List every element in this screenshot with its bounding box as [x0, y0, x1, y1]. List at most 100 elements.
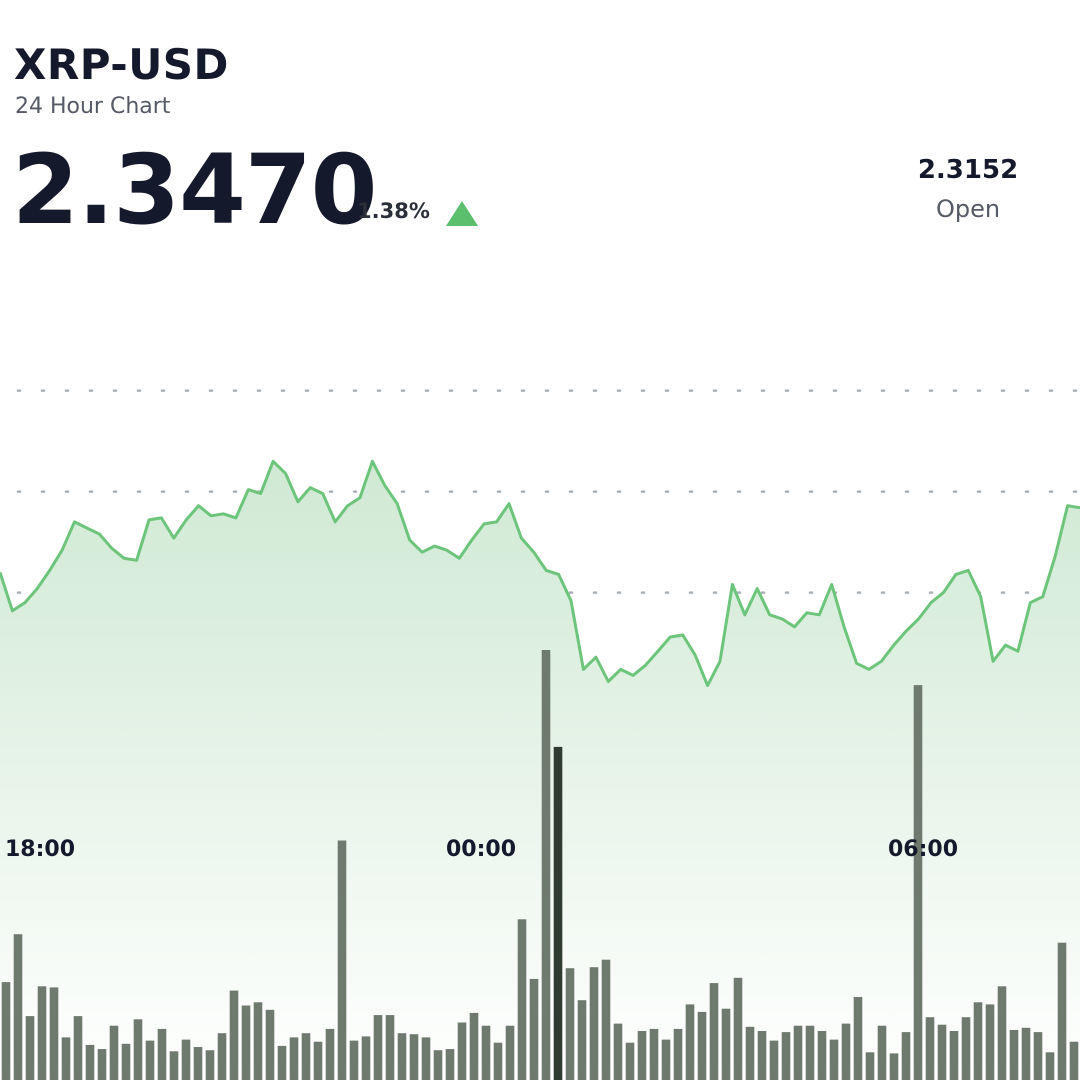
- x-tick-label: 18:00: [5, 837, 75, 862]
- volume-bar: [361, 1036, 371, 1080]
- volume-bar: [457, 1022, 467, 1080]
- volume-bar: [577, 1000, 587, 1080]
- volume-bar: [481, 1025, 491, 1080]
- volume-bar: [229, 990, 239, 1080]
- volume-bar: [517, 919, 527, 1080]
- volume-bar: [433, 1050, 443, 1080]
- volume-bar: [157, 1028, 167, 1080]
- volume-bar: [73, 1016, 83, 1080]
- volume-bar: [49, 987, 59, 1080]
- volume-bar: [1009, 1030, 1019, 1080]
- volume-bar: [313, 1041, 323, 1080]
- volume-bar: [733, 977, 743, 1080]
- volume-bar: [217, 1033, 227, 1080]
- volume-bar: [469, 1012, 479, 1080]
- volume-bar: [769, 1040, 779, 1080]
- volume-bar: [649, 1028, 659, 1080]
- volume-bar: [961, 1017, 971, 1080]
- volume-bar: [1033, 1032, 1043, 1080]
- current-price: 2.3470: [12, 134, 377, 246]
- volume-bar: [937, 1024, 947, 1080]
- volume-bar: [889, 1053, 899, 1080]
- price-line: [0, 459, 1080, 687]
- volume-bar: [145, 1040, 155, 1080]
- open-price-label: Open: [935, 195, 1001, 223]
- volume-bar: [109, 1025, 119, 1080]
- volume-bar: [637, 1031, 647, 1080]
- open-price-value: 2.3152: [917, 155, 1019, 185]
- volume-bar: [445, 1049, 455, 1080]
- volume-bar: [1, 982, 11, 1080]
- chart-subtitle: 24 Hour Chart: [15, 94, 171, 119]
- volume-bar: [757, 1031, 767, 1080]
- volume-bar: [697, 1011, 707, 1080]
- volume-bars: [1, 650, 1079, 1080]
- volume-bar: [673, 1028, 683, 1080]
- volume-bar: [493, 1042, 503, 1080]
- volume-bar: [337, 840, 347, 1080]
- volume-bar: [925, 1017, 935, 1080]
- volume-bar: [661, 1039, 671, 1080]
- volume-bar: [1057, 942, 1067, 1080]
- volume-bar: [841, 1023, 851, 1080]
- volume-bar: [745, 1026, 755, 1080]
- volume-bar: [829, 1039, 839, 1080]
- volume-bar: [265, 1009, 275, 1080]
- volume-bar: [349, 1040, 359, 1080]
- volume-bar: [301, 1033, 311, 1080]
- volume-bar: [37, 986, 47, 1080]
- volume-bar: [1069, 1041, 1079, 1080]
- volume-bar: [289, 1037, 299, 1080]
- volume-bar: [529, 978, 539, 1080]
- volume-bar: [793, 1025, 803, 1080]
- volume-bar: [241, 1005, 251, 1080]
- volume-bar: [985, 1004, 995, 1080]
- volume-bar: [721, 1008, 731, 1080]
- volume-bar: [865, 1052, 875, 1080]
- volume-bar: [325, 1028, 335, 1080]
- volume-bar: [1045, 1052, 1055, 1080]
- volume-bar: [397, 1033, 407, 1080]
- volume-bar: [61, 1037, 71, 1080]
- x-tick-label: 00:00: [446, 837, 516, 862]
- volume-bar: [565, 968, 575, 1080]
- volume-bar: [553, 746, 563, 1080]
- volume-bar: [13, 934, 23, 1080]
- volume-bar: [505, 1025, 515, 1080]
- volume-bar: [949, 1031, 959, 1080]
- x-tick-label: 06:00: [888, 837, 958, 862]
- price-area: [0, 461, 1080, 1080]
- volume-bar: [385, 1015, 395, 1080]
- volume-bar: [625, 1042, 635, 1080]
- volume-bar: [253, 1002, 263, 1080]
- volume-bar: [121, 1043, 131, 1080]
- price-change-percent: 1.38%: [357, 199, 430, 223]
- volume-bar: [97, 1049, 107, 1080]
- volume-bar: [601, 959, 611, 1080]
- volume-bar: [877, 1025, 887, 1080]
- volume-bar: [685, 1004, 695, 1080]
- volume-bar: [373, 1015, 383, 1080]
- volume-bar: [169, 1051, 179, 1080]
- volume-bar: [913, 685, 923, 1080]
- volume-bar: [409, 1034, 419, 1080]
- volume-bar: [421, 1037, 431, 1080]
- x-axis-ticks: 18:00 00:00 06:00: [5, 837, 958, 862]
- volume-bar: [997, 986, 1007, 1080]
- volume-bar: [817, 1031, 827, 1080]
- volume-bar: [205, 1050, 215, 1080]
- volume-bar: [193, 1047, 203, 1080]
- up-arrow-icon: [446, 201, 478, 226]
- volume-bar: [541, 650, 551, 1080]
- volume-bar: [853, 997, 863, 1080]
- volume-bar: [781, 1032, 791, 1080]
- volume-bar: [613, 1023, 623, 1080]
- volume-bar: [589, 967, 599, 1080]
- volume-bar: [973, 1002, 983, 1080]
- volume-bar: [1021, 1027, 1031, 1080]
- volume-bar: [133, 1019, 143, 1080]
- volume-bar: [25, 1016, 35, 1080]
- volume-bar: [709, 983, 719, 1080]
